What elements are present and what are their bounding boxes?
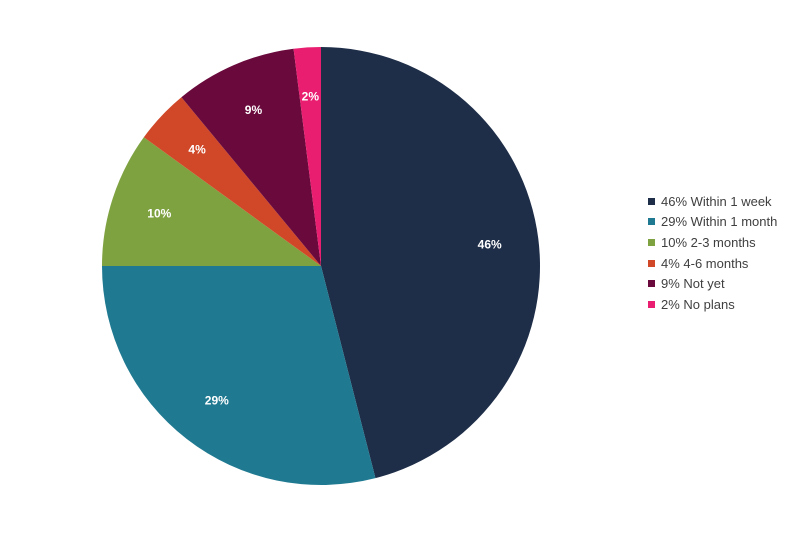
pie-slice-5 xyxy=(293,47,321,266)
legend-label-2: 10% 2-3 months xyxy=(661,234,756,250)
legend-item-3: 4% 4-6 months xyxy=(648,253,798,274)
legend-label-3: 4% 4-6 months xyxy=(661,255,749,271)
legend-swatch-1 xyxy=(648,218,655,226)
pie-data-label-2: 10% xyxy=(147,206,171,220)
pie-slices xyxy=(102,47,540,485)
pie-data-label-3: 4% xyxy=(188,143,206,157)
pie-data-label-1: 29% xyxy=(205,393,229,407)
legend: 46% Within 1 week 29% Within 1 month 10% 2… xyxy=(648,191,798,315)
pie-slice-1 xyxy=(102,266,376,485)
legend-swatch-0 xyxy=(648,197,655,205)
pie-slice-0 xyxy=(321,47,540,479)
legend-swatch-5 xyxy=(648,300,655,308)
legend-item-0: 46% Within 1 week xyxy=(648,191,798,212)
pie-data-label-4: 9% xyxy=(245,103,263,117)
legend-label-0: 46% Within 1 week xyxy=(661,193,772,209)
legend-item-4: 9% Not yet xyxy=(648,273,798,294)
legend-swatch-4 xyxy=(648,280,655,288)
legend-item-1: 29% Within 1 month xyxy=(648,212,798,233)
legend-swatch-2 xyxy=(648,238,655,246)
pie-data-labels: 46% 29% 10% 4% 9% 2% xyxy=(147,89,502,407)
legend-label-1: 29% Within 1 month xyxy=(661,214,778,230)
legend-label-5: 2% No plans xyxy=(661,296,735,312)
legend-item-5: 2% No plans xyxy=(648,294,798,315)
legend-swatch-3 xyxy=(648,259,655,267)
pie-data-label-5: 2% xyxy=(302,89,320,103)
pie-slice-4 xyxy=(181,48,321,267)
legend-item-2: 10% 2-3 months xyxy=(648,232,798,253)
pie-data-label-0: 46% xyxy=(478,238,502,252)
pie-slice-3 xyxy=(143,97,321,266)
pie-slice-2 xyxy=(102,137,321,266)
legend-label-4: 9% Not yet xyxy=(661,276,725,292)
